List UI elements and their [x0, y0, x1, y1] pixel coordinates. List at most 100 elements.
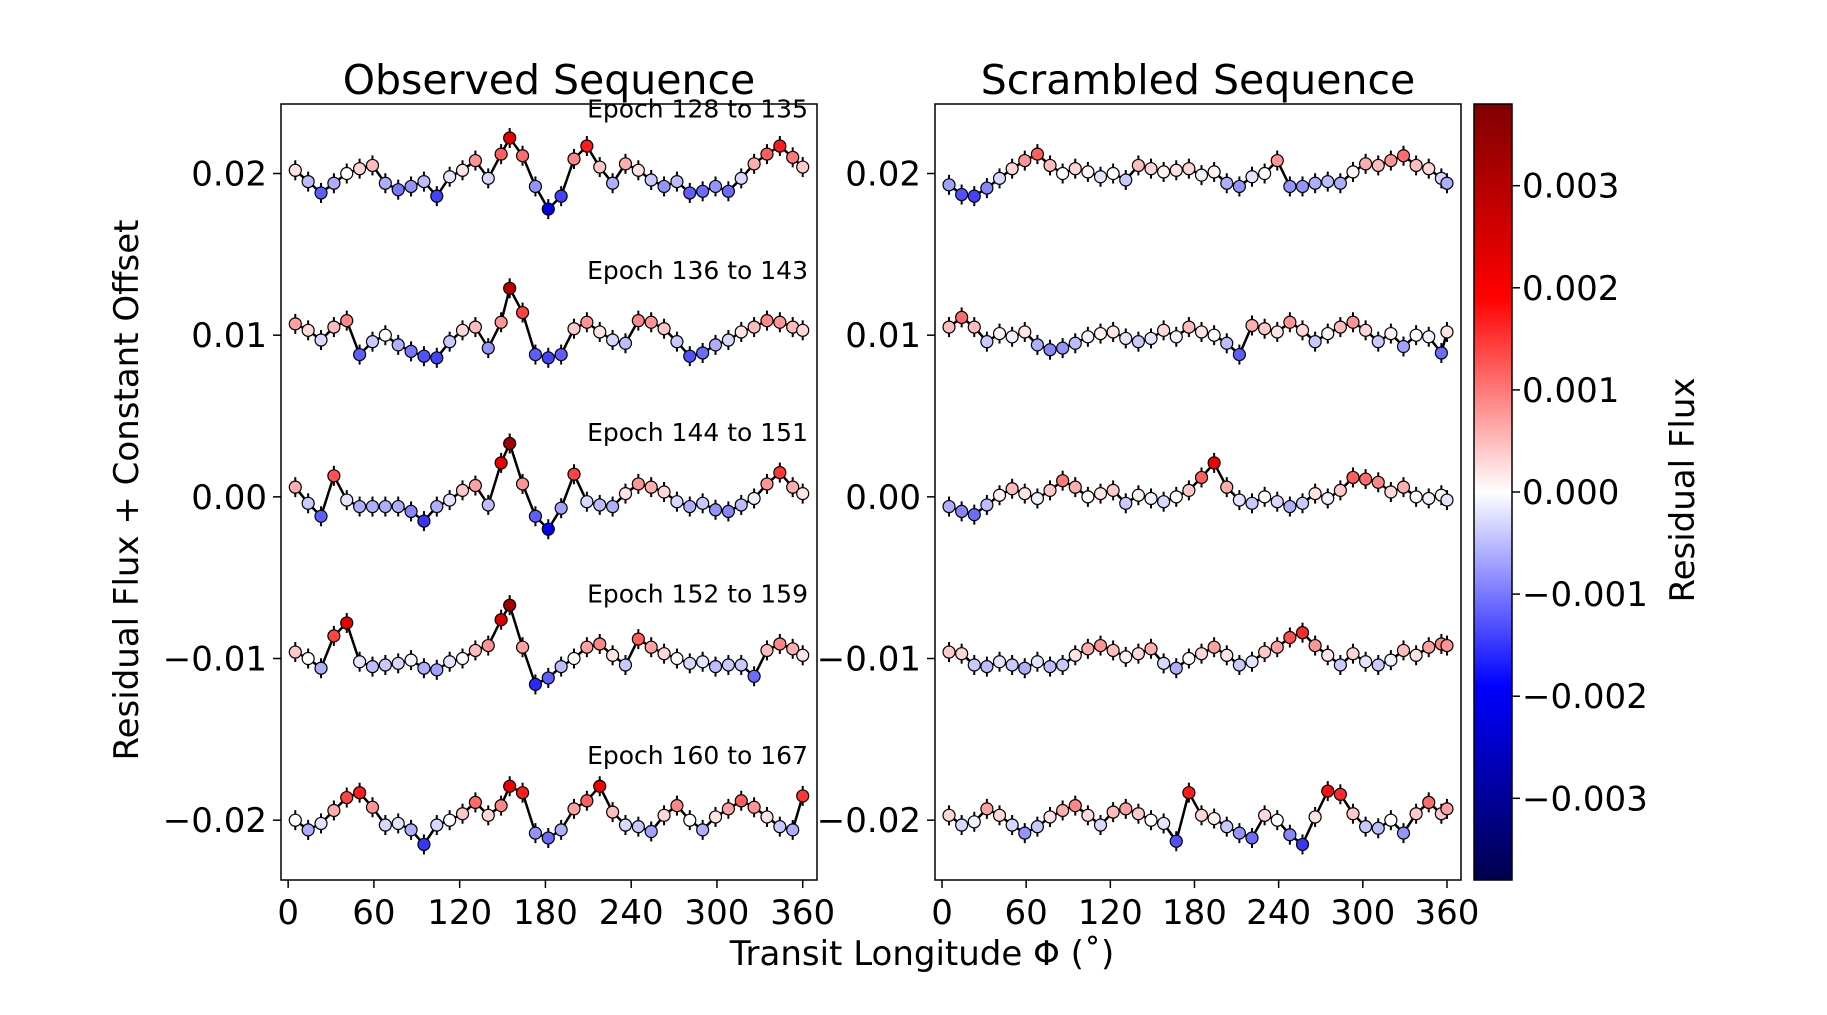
data-point: [580, 315, 594, 329]
data-point: [430, 663, 444, 677]
data-point: [541, 202, 555, 216]
data-point: [528, 179, 543, 194]
data-point: [1119, 496, 1133, 510]
data-point: [1018, 826, 1032, 840]
data-point: [942, 808, 956, 822]
data-point: [760, 314, 774, 328]
data-point: [327, 469, 341, 483]
data-point: [443, 655, 457, 669]
data-point: [1321, 326, 1335, 341]
data-point: [1030, 655, 1044, 669]
data-point: [1068, 162, 1082, 176]
data-point: [1043, 659, 1057, 674]
data-point: [1283, 630, 1297, 645]
data-point: [1144, 162, 1158, 176]
data-point: [1346, 470, 1360, 485]
data-point: [1131, 488, 1145, 502]
scrambled-sequence-panel: Scrambled Sequence 0 60 120 180 240 300 360 0.02…: [817, 56, 1480, 933]
data-point: [1207, 165, 1221, 179]
data-point: [443, 335, 457, 349]
data-point: [1232, 826, 1246, 840]
data-point: [683, 186, 697, 200]
data-point: [593, 325, 607, 339]
data-point: [721, 333, 735, 347]
data-point: [541, 522, 555, 536]
data-point: [1081, 808, 1095, 822]
data-point: [1359, 323, 1373, 337]
data-point: [1321, 491, 1335, 506]
data-point: [503, 779, 517, 793]
data-point: [1056, 803, 1070, 818]
data-point: [515, 786, 530, 800]
data-point: [1258, 166, 1272, 181]
data-point: [631, 820, 645, 834]
data-point: [606, 176, 620, 190]
data-point: [593, 160, 607, 174]
x-tick-label: 0: [277, 893, 299, 933]
data-point: [1434, 346, 1448, 360]
data-point: [606, 648, 620, 662]
data-point: [683, 349, 697, 363]
x-tick-label: 240: [1246, 893, 1311, 933]
data-point: [734, 658, 748, 672]
scrambled-series-4: [942, 622, 1454, 679]
data-point: [942, 499, 956, 514]
data-point: [404, 504, 418, 518]
data-point: [455, 483, 470, 497]
data-point: [1119, 173, 1133, 187]
data-point: [1258, 808, 1272, 822]
data-point: [1409, 158, 1423, 173]
y-axis-label: Residual Flux + Constant Offset: [107, 220, 147, 761]
data-point: [391, 499, 405, 514]
data-point: [1422, 491, 1436, 506]
data-point: [796, 323, 810, 337]
data-point: [670, 651, 684, 666]
data-point: [721, 658, 735, 672]
colorbar-label: Residual Flux: [1663, 377, 1703, 602]
data-point: [1258, 490, 1272, 504]
data-point: [1093, 818, 1108, 832]
epoch-label: Epoch 152 to 159: [587, 580, 808, 609]
data-point: [734, 325, 748, 339]
data-point: [404, 823, 418, 837]
data-point: [980, 659, 994, 674]
data-point: [696, 496, 710, 510]
data-point: [288, 163, 302, 177]
data-point: [1157, 495, 1171, 509]
data-point: [593, 498, 607, 512]
data-point: [301, 175, 315, 189]
data-point: [515, 477, 530, 491]
data-point: [1194, 325, 1209, 339]
data-point: [353, 347, 367, 362]
data-point: [1194, 808, 1209, 822]
data-point: [747, 157, 761, 171]
y-tick-label: 0.02: [845, 155, 921, 195]
data-point: [340, 314, 354, 328]
data-point: [455, 163, 470, 177]
data-point: [942, 178, 956, 192]
data-point: [515, 149, 530, 163]
data-point: [1440, 176, 1454, 190]
data-point: [683, 656, 697, 670]
data-point: [378, 499, 392, 514]
data-point: [1384, 485, 1398, 499]
data-point: [1422, 795, 1436, 810]
data-point: [1182, 320, 1196, 334]
data-point: [696, 655, 710, 669]
data-point: [670, 175, 684, 189]
data-point: [503, 281, 517, 295]
x-tick-label: 180: [1162, 893, 1227, 933]
data-point: [1232, 179, 1246, 194]
data-point: [528, 826, 543, 840]
data-point: [670, 335, 684, 349]
data-point: [593, 637, 607, 651]
data-point: [1157, 323, 1171, 337]
x-tick-label: 240: [599, 893, 664, 933]
data-point: [1346, 807, 1360, 821]
data-point: [618, 818, 633, 832]
data-point: [455, 807, 470, 821]
data-point: [734, 498, 748, 512]
data-point: [1169, 163, 1183, 177]
data-point: [554, 347, 568, 362]
